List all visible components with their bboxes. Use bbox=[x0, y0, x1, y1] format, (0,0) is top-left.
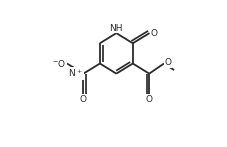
Text: NH: NH bbox=[110, 24, 123, 32]
Text: $^{-}$O: $^{-}$O bbox=[52, 58, 67, 69]
Text: O: O bbox=[165, 58, 172, 67]
Text: N$^+$: N$^+$ bbox=[68, 68, 83, 80]
Text: O: O bbox=[146, 95, 153, 104]
Text: O: O bbox=[151, 29, 158, 38]
Text: O: O bbox=[80, 95, 87, 104]
